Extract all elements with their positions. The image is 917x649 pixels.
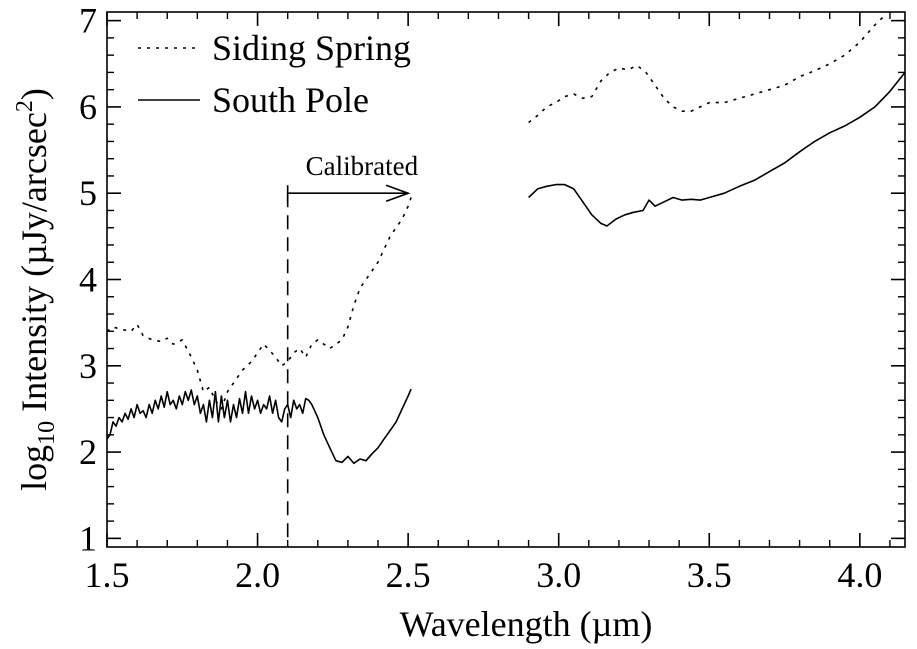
legend: Siding Spring South Pole (138, 28, 411, 120)
y-tick-label: 1 (79, 518, 97, 558)
y-axis: 1 2 3 4 5 6 7 (79, 1, 905, 558)
series-line-south-pole (106, 388, 412, 465)
legend-label-south-pole: South Pole (212, 80, 369, 120)
y-tick-label: 3 (79, 346, 97, 386)
y-axis-title-subscript: 10 (34, 421, 60, 445)
calibrated-label: Calibrated (306, 151, 419, 181)
x-axis-title: Wavelength (µm) (400, 604, 653, 644)
y-axis-title-superscript: 2 (12, 100, 38, 112)
annotations: Calibrated (286, 151, 419, 547)
y-axis-title-suffix: ) (14, 88, 54, 100)
y-tick-label: 4 (79, 260, 97, 300)
x-tick-label: 4.0 (837, 555, 882, 595)
series-line-siding-spring (528, 15, 885, 124)
y-tick-label: 5 (79, 173, 97, 213)
x-tick-label: 1.5 (85, 555, 130, 595)
x-tick-label: 2.5 (386, 555, 431, 595)
y-tick-label: 7 (79, 1, 97, 41)
x-tick-label: 3.5 (687, 555, 732, 595)
calibrated-arrow-head (385, 184, 411, 202)
x-tick-label: 2.0 (235, 555, 280, 595)
legend-label-siding-spring: Siding Spring (212, 28, 411, 68)
y-axis-title-middle: Intensity (µJy/arcsec (14, 112, 54, 421)
plot-lines (106, 15, 906, 465)
x-tick-label: 3.0 (536, 555, 581, 595)
series-line-siding-spring (106, 197, 412, 410)
y-axis-title: log10 Intensity (µJy/arcsec2) (12, 88, 60, 491)
y-axis-title-prefix: log (14, 445, 54, 491)
x-axis: 1.5 2.0 2.5 3.0 3.5 4.0 (85, 12, 891, 595)
y-tick-label: 6 (79, 87, 97, 127)
y-tick-label: 2 (79, 432, 97, 472)
series-line-south-pole (528, 71, 906, 227)
